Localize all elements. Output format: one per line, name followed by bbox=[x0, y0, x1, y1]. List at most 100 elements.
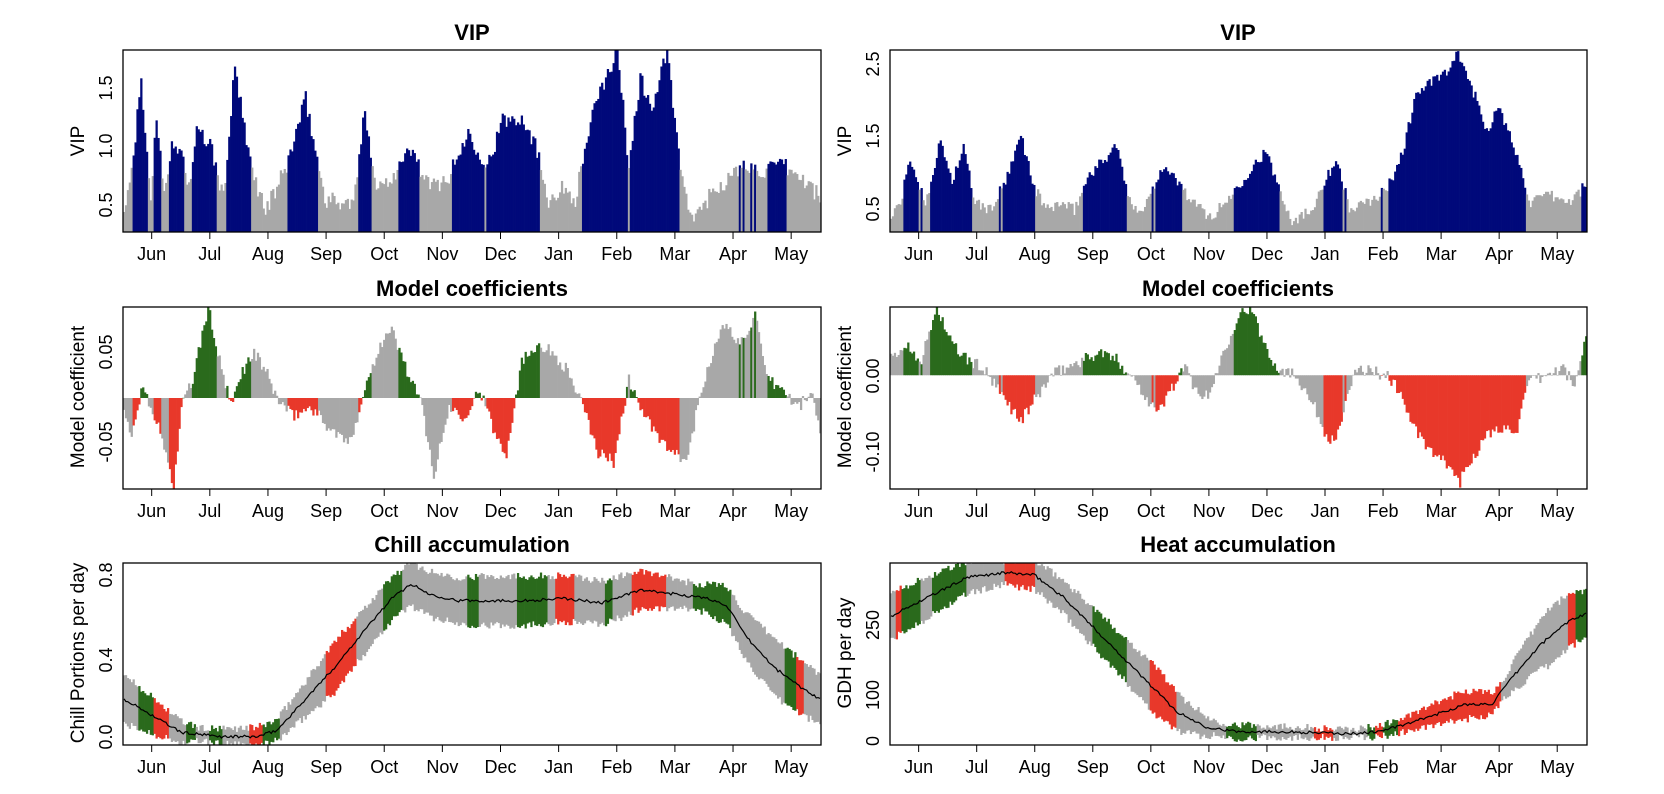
vip-bar bbox=[687, 209, 690, 232]
coefficient-bar bbox=[191, 383, 195, 398]
daily-range-bar bbox=[1195, 709, 1198, 734]
coefficient-bar bbox=[459, 398, 462, 420]
vip-bar bbox=[543, 183, 546, 232]
coefficient-bar bbox=[930, 330, 933, 376]
coefficient-bar bbox=[775, 384, 778, 398]
x-tick-label: Aug bbox=[252, 501, 284, 521]
coefficient-bar bbox=[729, 327, 732, 398]
coefficient-bar bbox=[199, 347, 202, 398]
vip-bar bbox=[736, 176, 740, 232]
vip-bar bbox=[415, 161, 418, 232]
coefficient-bar bbox=[1543, 375, 1546, 376]
daily-range-bar bbox=[564, 576, 568, 626]
vip-bar bbox=[249, 156, 252, 232]
daily-range-bar bbox=[392, 574, 395, 617]
vip-bar bbox=[985, 213, 988, 232]
coefficient-bar bbox=[239, 379, 242, 398]
vip-bar bbox=[329, 202, 332, 232]
coefficient-bar bbox=[987, 375, 990, 377]
daily-range-bar bbox=[750, 615, 753, 668]
vip-bar bbox=[1382, 188, 1385, 232]
vip-bar bbox=[488, 154, 491, 232]
coefficient-bar bbox=[1420, 375, 1424, 437]
daily-range-bar bbox=[319, 661, 323, 708]
coefficient-bar bbox=[482, 395, 485, 398]
band-marks bbox=[890, 563, 1588, 742]
vip-bar bbox=[788, 169, 791, 232]
vip-bar bbox=[369, 157, 372, 232]
daily-range-bar bbox=[1411, 711, 1414, 731]
coefficient-bar bbox=[792, 398, 795, 405]
coefficient-bar bbox=[1075, 361, 1078, 376]
daily-range-bar bbox=[996, 563, 1000, 586]
vip-bar bbox=[1495, 110, 1498, 232]
coefficient-bar bbox=[1206, 375, 1210, 399]
daily-range-bar bbox=[369, 603, 372, 647]
daily-range-bar bbox=[1535, 625, 1538, 672]
vip-bar bbox=[1539, 195, 1542, 232]
vip-bar bbox=[1489, 128, 1492, 232]
coefficient-bar bbox=[553, 355, 556, 398]
coefficient-bar bbox=[566, 368, 569, 398]
daily-range-bar bbox=[1321, 731, 1324, 735]
daily-range-bar bbox=[1132, 648, 1135, 692]
coefficient-bar bbox=[941, 317, 944, 376]
daily-range-bar bbox=[1019, 563, 1023, 587]
coefficient-bar bbox=[293, 398, 296, 421]
daily-range-bar bbox=[664, 574, 667, 608]
vip-bar bbox=[327, 196, 330, 232]
x-tick-label: Aug bbox=[1019, 757, 1051, 777]
coefficient-bar bbox=[1312, 375, 1315, 405]
coefficient-bar bbox=[411, 380, 415, 398]
coefficient-bar bbox=[798, 398, 801, 403]
daily-range-bar bbox=[1050, 568, 1053, 603]
coefficient-bar bbox=[484, 398, 487, 407]
vip-bar bbox=[1367, 199, 1370, 232]
daily-range-bar bbox=[799, 660, 803, 715]
bar-marks bbox=[123, 307, 822, 489]
coefficient-bar bbox=[1245, 313, 1248, 376]
daily-range-bar bbox=[1012, 563, 1015, 586]
coefficient-bar bbox=[933, 314, 937, 376]
y-tick-label: 0.4 bbox=[96, 647, 116, 672]
vip-bar bbox=[461, 143, 464, 232]
vip-bar bbox=[1023, 154, 1026, 232]
coefficient-bar bbox=[903, 347, 906, 376]
coefficient-bar bbox=[142, 387, 145, 398]
coefficient-bar bbox=[733, 339, 736, 398]
vip-bar bbox=[341, 203, 344, 232]
daily-range-bar bbox=[679, 581, 682, 607]
daily-range-bar bbox=[1529, 631, 1532, 674]
y-axis-label: GDH per day bbox=[835, 597, 856, 708]
daily-range-bar bbox=[748, 613, 751, 663]
vip-bar bbox=[1287, 210, 1290, 232]
coefficient-bar bbox=[1195, 375, 1198, 388]
vip-bar bbox=[524, 130, 527, 232]
vip-bar bbox=[1537, 195, 1540, 232]
coefficient-bar bbox=[782, 389, 786, 398]
vip-bar bbox=[943, 157, 946, 232]
vip-bar bbox=[138, 97, 141, 232]
coefficient-bar bbox=[572, 385, 575, 398]
coefficient-bar bbox=[176, 398, 179, 452]
x-tick-label: Sep bbox=[310, 244, 342, 264]
coefficient-bar bbox=[289, 398, 292, 409]
daily-range-bar bbox=[920, 578, 923, 621]
vip-bar bbox=[1222, 204, 1225, 232]
coefficient-bar bbox=[1218, 365, 1221, 376]
vip-bar bbox=[562, 193, 566, 232]
x-tick-label: Feb bbox=[1368, 244, 1399, 264]
vip-bar bbox=[1262, 149, 1265, 232]
vip-bar bbox=[1185, 200, 1189, 232]
coefficient-bar bbox=[985, 367, 988, 376]
vip-bar bbox=[1174, 178, 1177, 232]
x-tick-label: Aug bbox=[1019, 244, 1051, 264]
vip-bar bbox=[1304, 208, 1307, 232]
daily-range-bar bbox=[302, 685, 306, 717]
coefficient-bar bbox=[360, 398, 363, 405]
daily-range-bar bbox=[1069, 588, 1072, 620]
vip-bar bbox=[1436, 74, 1439, 232]
daily-range-bar bbox=[465, 576, 468, 626]
vip-bar bbox=[610, 71, 613, 233]
